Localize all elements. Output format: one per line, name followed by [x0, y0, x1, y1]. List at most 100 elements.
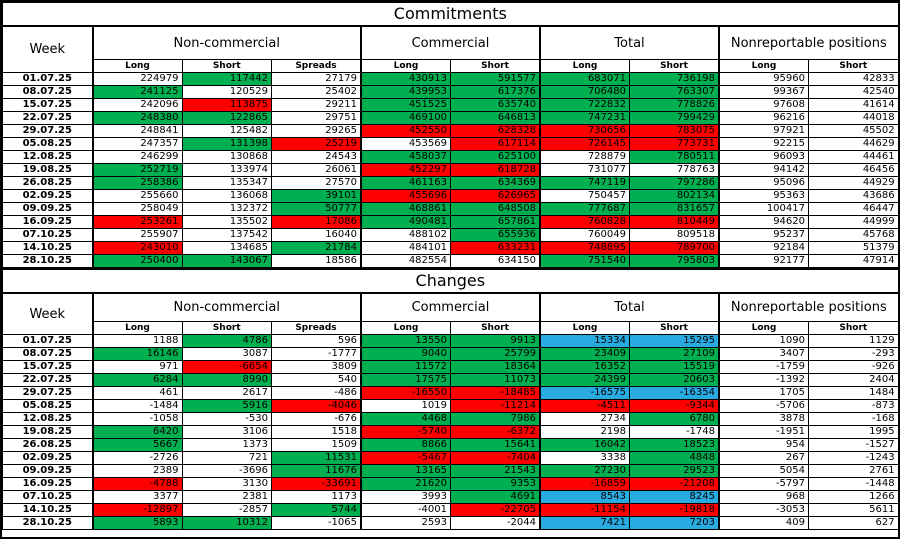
value-cell: 18523 [629, 438, 720, 452]
value-cell: -16859 [539, 477, 630, 491]
table-row: 15.07.25 971 -6654 3809 11572 18364 16352 15519… [2, 360, 898, 374]
week-cell: 22.07.25 [2, 373, 93, 387]
week-cell: 14.10.25 [2, 241, 93, 255]
table-row: 14.10.25 -12897 -2857 5744 -4001 -22705 -11154… [2, 503, 898, 517]
subcolumn-header: Short [808, 321, 898, 335]
table-row: 05.08.25 247357 131398 25219 453569 617114 726… [2, 137, 898, 151]
week-cell: 01.07.25 [2, 334, 93, 348]
value-cell: 6420 [91, 425, 183, 439]
table-row: 29.07.25 248841 125482 29265 452550 628328 730… [2, 124, 898, 138]
value-cell: 241125 [91, 85, 183, 99]
value-cell: 10312 [181, 516, 272, 530]
subcolumn-header: Long [91, 59, 183, 73]
value-cell: -1527 [808, 438, 898, 452]
table-row: 28.10.25 5893 10312 -1065 2593 -2044 7421 7203 4… [2, 516, 898, 530]
value-cell: 469100 [360, 111, 451, 125]
value-cell: 50777 [271, 202, 362, 216]
value-cell: 5744 [271, 503, 362, 517]
value-cell: 94142 [718, 163, 809, 177]
value-cell: 137542 [181, 228, 272, 242]
value-cell: 9913 [450, 334, 541, 348]
week-column-header: Week [2, 25, 93, 73]
value-cell: 3993 [360, 490, 451, 504]
value-cell: 25219 [271, 137, 362, 151]
value-cell: 255660 [91, 189, 183, 203]
value-cell: 5916 [181, 399, 272, 413]
subcolumn-header: Short [629, 321, 720, 335]
value-cell: 3407 [718, 347, 809, 361]
table-row: 08.07.25 16146 3087 -1777 9040 25799 23409 2710… [2, 347, 898, 361]
table-row: 16.09.25 -4788 3130 -33691 21620 9353 -16859 -2… [2, 477, 898, 491]
value-cell: 6780 [629, 412, 720, 426]
value-cell: 96093 [718, 150, 809, 164]
group-header: Commercial [360, 25, 541, 60]
value-cell: -19818 [629, 503, 720, 517]
subcolumn-header: Short [181, 321, 272, 335]
subcolumn-header: Long [539, 59, 630, 73]
value-cell: 3106 [181, 425, 272, 439]
value-cell: 130868 [181, 150, 272, 164]
value-cell: -3696 [181, 464, 272, 478]
value-cell: 2761 [808, 464, 898, 478]
value-cell: 439953 [360, 85, 451, 99]
value-cell: 409 [718, 516, 809, 530]
value-cell: 97921 [718, 124, 809, 138]
value-cell: 795803 [629, 254, 720, 268]
value-cell: 95237 [718, 228, 809, 242]
value-cell: 461163 [360, 176, 451, 190]
value-cell: 748895 [539, 241, 630, 255]
value-cell: -1058 [91, 412, 183, 426]
value-cell: 120529 [181, 85, 272, 99]
week-cell: 07.10.25 [2, 228, 93, 242]
week-cell: 14.10.25 [2, 503, 93, 517]
value-cell: 27109 [629, 347, 720, 361]
value-cell: -676 [271, 412, 362, 426]
value-cell: 24543 [271, 150, 362, 164]
value-cell: 634369 [450, 176, 541, 190]
value-cell: 267 [718, 451, 809, 465]
value-cell: -11214 [450, 399, 541, 413]
commitments-section: Commitments Week Non-commercial Commercial T… [2, 2, 898, 268]
value-cell: 21543 [450, 464, 541, 478]
value-cell: 777687 [539, 202, 630, 216]
value-cell: 16146 [91, 347, 183, 361]
value-cell: 1518 [271, 425, 362, 439]
value-cell: 5667 [91, 438, 183, 452]
value-cell: 731077 [539, 163, 630, 177]
value-cell: 99367 [718, 85, 809, 99]
value-cell: -12897 [91, 503, 183, 517]
value-cell: 633231 [450, 241, 541, 255]
value-cell: 46447 [808, 202, 898, 216]
table-row: 07.10.25 3377 2381 1173 3993 4691 8543 8245 968 1… [2, 490, 898, 504]
value-cell: 5611 [808, 503, 898, 517]
value-cell: 8543 [539, 490, 630, 504]
value-cell: 596 [271, 334, 362, 348]
value-cell: -16550 [360, 386, 451, 400]
value-cell: 783075 [629, 124, 720, 138]
value-cell: 29211 [271, 98, 362, 112]
group-header: Nonreportable positions [717, 292, 898, 322]
value-cell: 29265 [271, 124, 362, 138]
table-row: 09.09.25 258049 132372 50777 468861 648508 777… [2, 202, 898, 216]
value-cell: -33691 [271, 477, 362, 491]
table-row: 02.09.25 -2726 721 11531 -5467 -7404 3338 4848 2… [2, 451, 898, 465]
value-cell: 802134 [629, 189, 720, 203]
value-cell: 15519 [629, 360, 720, 374]
table-row: 01.07.25 224979 117442 27179 430913 591577 683… [2, 72, 898, 86]
value-cell: -21208 [629, 477, 720, 491]
value-cell: 15641 [450, 438, 541, 452]
value-cell: 17086 [271, 215, 362, 229]
value-cell: 971 [91, 360, 183, 374]
subcolumn-header: Long [539, 321, 630, 335]
value-cell: 452297 [360, 163, 451, 177]
value-cell: 27179 [271, 72, 362, 86]
value-cell: 134685 [181, 241, 272, 255]
value-cell: 122865 [181, 111, 272, 125]
value-cell: 16040 [271, 228, 362, 242]
value-cell: 2198 [539, 425, 630, 439]
table-row: 08.07.25 241125 120529 25402 439953 617376 706… [2, 85, 898, 99]
value-cell: 44999 [808, 215, 898, 229]
table-row: 28.10.25 250400 143067 18586 482554 634150 751… [2, 254, 898, 268]
week-cell: 08.07.25 [2, 347, 93, 361]
value-cell: -22705 [450, 503, 541, 517]
